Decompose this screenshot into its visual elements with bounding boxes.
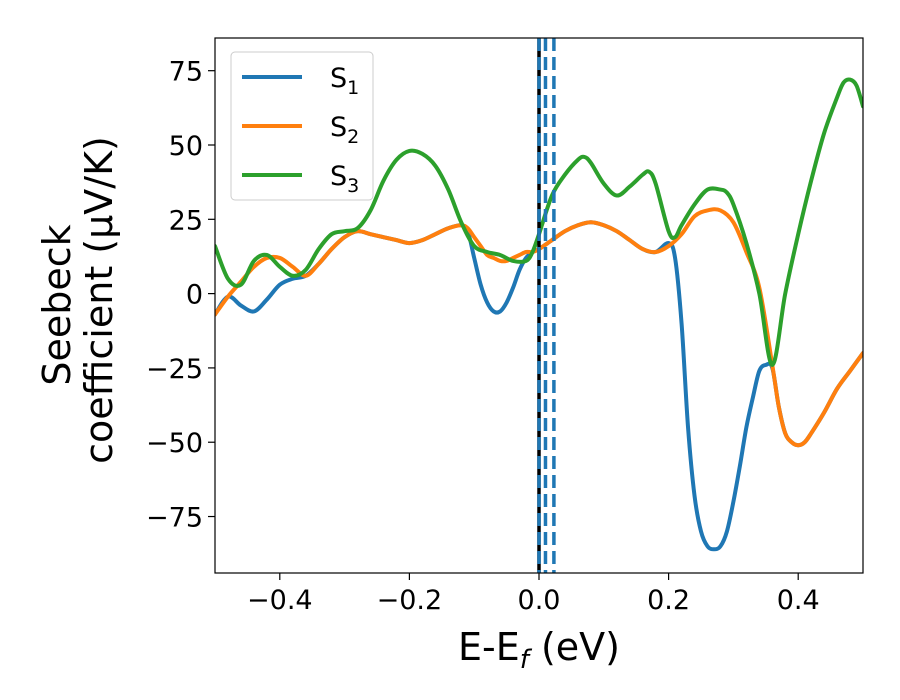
x-tick-label: 0.0 [518,585,561,616]
y-tick-label: 25 [169,205,203,236]
x-tick-label: 0.4 [777,585,820,616]
x-axis-ticks: −0.4 −0.2 0.0 0.2 0.4 [247,573,820,616]
y-tick-label: −25 [146,354,203,385]
y-axis-title-line2: coefficient (μV/K) [77,136,121,464]
series-layer [215,77,863,552]
legend-label-s3: S3 [330,161,359,197]
legend-label-s1: S1 [330,63,359,99]
series-line-s3 [215,77,863,367]
y-tick-label: −75 [146,503,203,534]
y-tick-label: −50 [146,428,203,459]
legend-label-s2: S2 [330,112,359,148]
x-tick-label: 0.2 [647,585,690,616]
series-line-s2 [215,207,863,448]
x-axis-title: E-Ef (eV) [458,625,620,675]
y-tick-label: 0 [186,280,203,311]
x-tick-label: −0.4 [247,585,313,616]
y-tick-label: 75 [169,57,203,88]
legend: S1 S2 S3 [230,51,374,201]
y-axis-ticks: 75 50 25 0 −25 −50 −75 [146,57,215,534]
x-tick-label: −0.2 [377,585,443,616]
y-tick-label: 50 [169,131,203,162]
fermi-level-lines [537,38,556,573]
y-axis-title-line1: Seebeck [35,224,79,385]
